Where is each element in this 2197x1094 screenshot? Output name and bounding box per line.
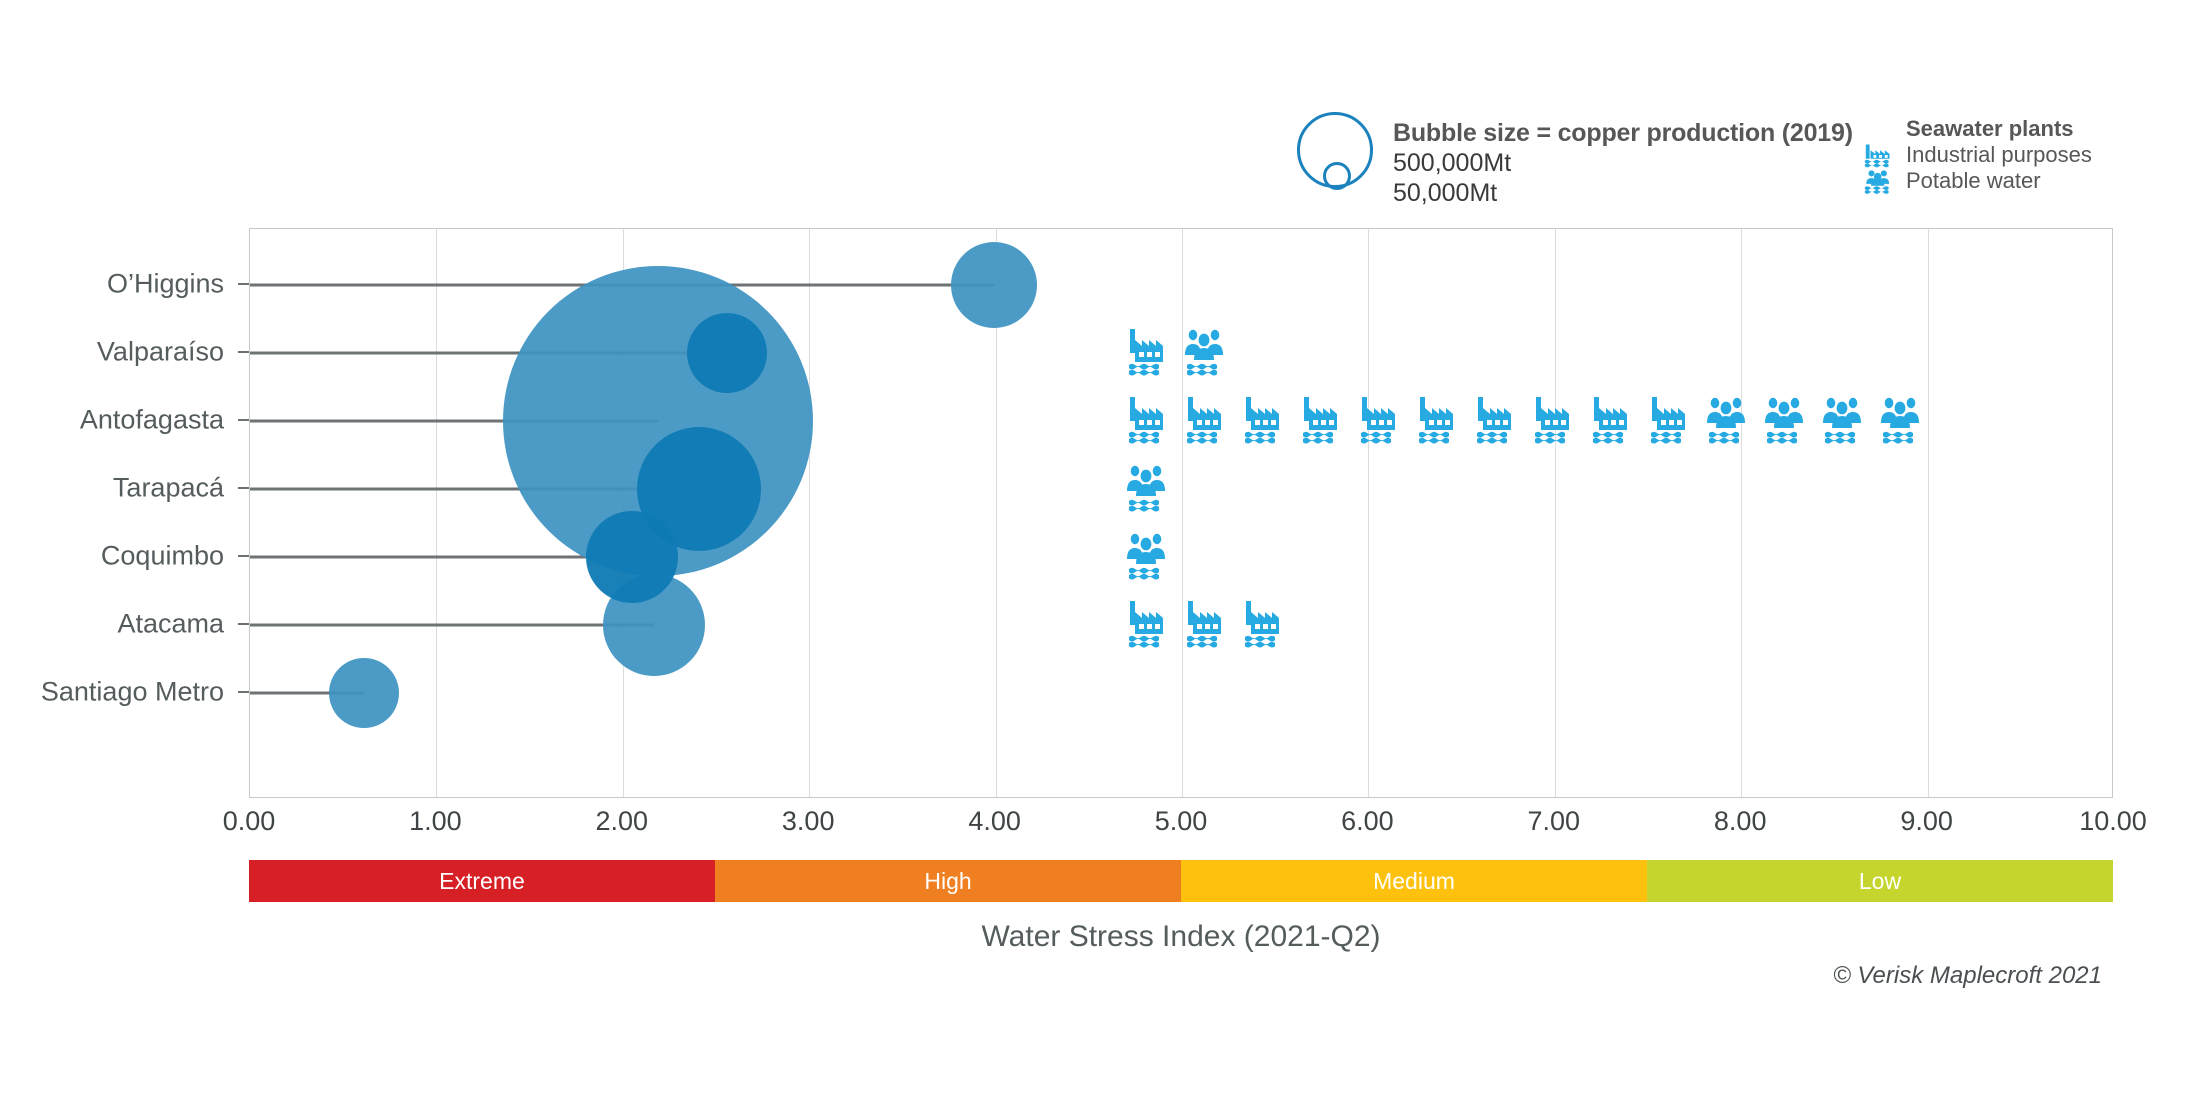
gridline — [1554, 229, 1556, 797]
legend-label-potable: Potable water — [1906, 168, 2041, 193]
gridline — [1741, 229, 1743, 797]
gridline — [436, 229, 438, 797]
bubble-legend-title: Bubble size = copper production (2019) — [1393, 119, 1853, 147]
x-axis-tick-label: 3.00 — [781, 806, 835, 836]
copyright-notice: © Verisk Maplecroft 2021 — [1833, 962, 2102, 989]
y-axis-label-antofagasta: Antofagasta — [79, 404, 224, 435]
y-axis-tick — [238, 283, 251, 285]
y-axis-label-valpara-so: Valparaíso — [96, 336, 224, 367]
people-water-icon — [1126, 529, 1166, 585]
x-axis-tick-label: 10.00 — [2079, 806, 2147, 836]
bubble-coquimbo[interactable] — [586, 511, 679, 603]
factory-water-icon — [1532, 393, 1572, 449]
legend-circle-small — [1323, 162, 1351, 190]
legend-label-industrial: Industrial purposes — [1906, 142, 2092, 167]
legend-item-potable: Potable water — [1862, 168, 2092, 194]
bubble-legend-small-value: 50,000Mt — [1393, 179, 1498, 207]
x-axis-tick-label: 0.00 — [222, 806, 276, 836]
bubble-legend-large-value: 500,000Mt — [1393, 149, 1512, 177]
people-water-icon — [1862, 168, 1900, 194]
factory-water-icon — [1242, 393, 1282, 449]
legend-item-industrial: Industrial purposes — [1862, 142, 2092, 168]
gridline — [995, 229, 997, 797]
x-axis-tick-label: 5.00 — [1154, 806, 1208, 836]
gridline — [1927, 229, 1929, 797]
band-low: Low — [1647, 860, 2113, 902]
leader-line — [250, 419, 659, 423]
x-axis-title: Water Stress Index (2021-Q2) — [981, 920, 1381, 953]
leader-line — [250, 691, 364, 695]
y-axis-tick — [238, 487, 251, 489]
x-axis-tick-label: 2.00 — [595, 806, 649, 836]
y-axis-label-tarapac-: Tarapacá — [112, 472, 224, 503]
leader-line — [250, 555, 633, 559]
bubble-size-legend-glyph — [1295, 110, 1385, 200]
factory-water-icon — [1126, 325, 1166, 381]
y-axis-label-coquimbo: Coquimbo — [100, 540, 224, 571]
band-extreme: Extreme — [249, 860, 715, 902]
seawater-plants-legend: Seawater plants Industrial purposes — [1862, 116, 2092, 194]
x-axis-tick-label: 4.00 — [968, 806, 1021, 836]
leader-line — [250, 487, 700, 491]
factory-water-icon — [1590, 393, 1630, 449]
y-axis-tick — [238, 691, 251, 693]
plot-area — [249, 228, 2113, 798]
factory-water-icon — [1474, 393, 1514, 449]
factory-water-icon — [1416, 393, 1456, 449]
band-high: High — [715, 860, 1181, 902]
water-stress-band-bar: Extreme High Medium Low — [249, 860, 2113, 902]
people-water-icon — [1706, 393, 1746, 449]
y-axis-label-santiago-metro: Santiago Metro — [40, 676, 224, 707]
band-medium: Medium — [1181, 860, 1647, 902]
factory-water-icon — [1242, 597, 1282, 653]
y-axis-tick — [238, 555, 251, 557]
y-axis-tick — [238, 351, 251, 353]
leader-line — [250, 351, 728, 355]
bubble-santiago-metro[interactable] — [328, 658, 399, 728]
x-axis-tick-label: 9.00 — [1900, 806, 1953, 836]
people-water-icon — [1184, 325, 1224, 381]
y-axis-tick — [238, 623, 251, 625]
x-axis-tick-label: 7.00 — [1527, 806, 1581, 836]
people-water-icon — [1822, 393, 1862, 449]
factory-water-icon — [1300, 393, 1340, 449]
factory-water-icon — [1648, 393, 1688, 449]
people-water-icon — [1764, 393, 1804, 449]
factory-water-icon — [1126, 393, 1166, 449]
x-axis-tick-label: 6.00 — [1341, 806, 1394, 836]
gridline — [1182, 229, 1183, 797]
factory-water-icon — [1358, 393, 1398, 449]
people-water-icon — [1126, 461, 1166, 517]
factory-water-icon — [1184, 393, 1224, 449]
factory-water-icon — [1126, 597, 1166, 653]
factory-water-icon — [1862, 142, 1900, 168]
seawater-legend-title: Seawater plants — [1906, 116, 2074, 141]
gridline — [809, 229, 811, 797]
factory-water-icon — [1184, 597, 1224, 653]
gridline — [1368, 229, 1370, 797]
y-axis-label-o-higgins: O’Higgins — [106, 268, 224, 299]
leader-line — [250, 623, 655, 627]
bubble-o-higgins[interactable] — [950, 242, 1037, 328]
bubble-valpara-so[interactable] — [687, 313, 768, 393]
y-axis-label-atacama: Atacama — [117, 608, 224, 639]
bubble-size-legend-text: Bubble size = copper production (2019) 5… — [1393, 118, 1853, 208]
people-water-icon — [1880, 393, 1920, 449]
x-axis-tick-label: 8.00 — [1713, 806, 1767, 836]
y-axis-tick — [238, 419, 251, 421]
y-axis-labels: O’Higgins Valparaíso Antofagasta Tarapacá Co… — [0, 228, 251, 798]
x-axis-tick-label: 1.00 — [409, 806, 462, 836]
